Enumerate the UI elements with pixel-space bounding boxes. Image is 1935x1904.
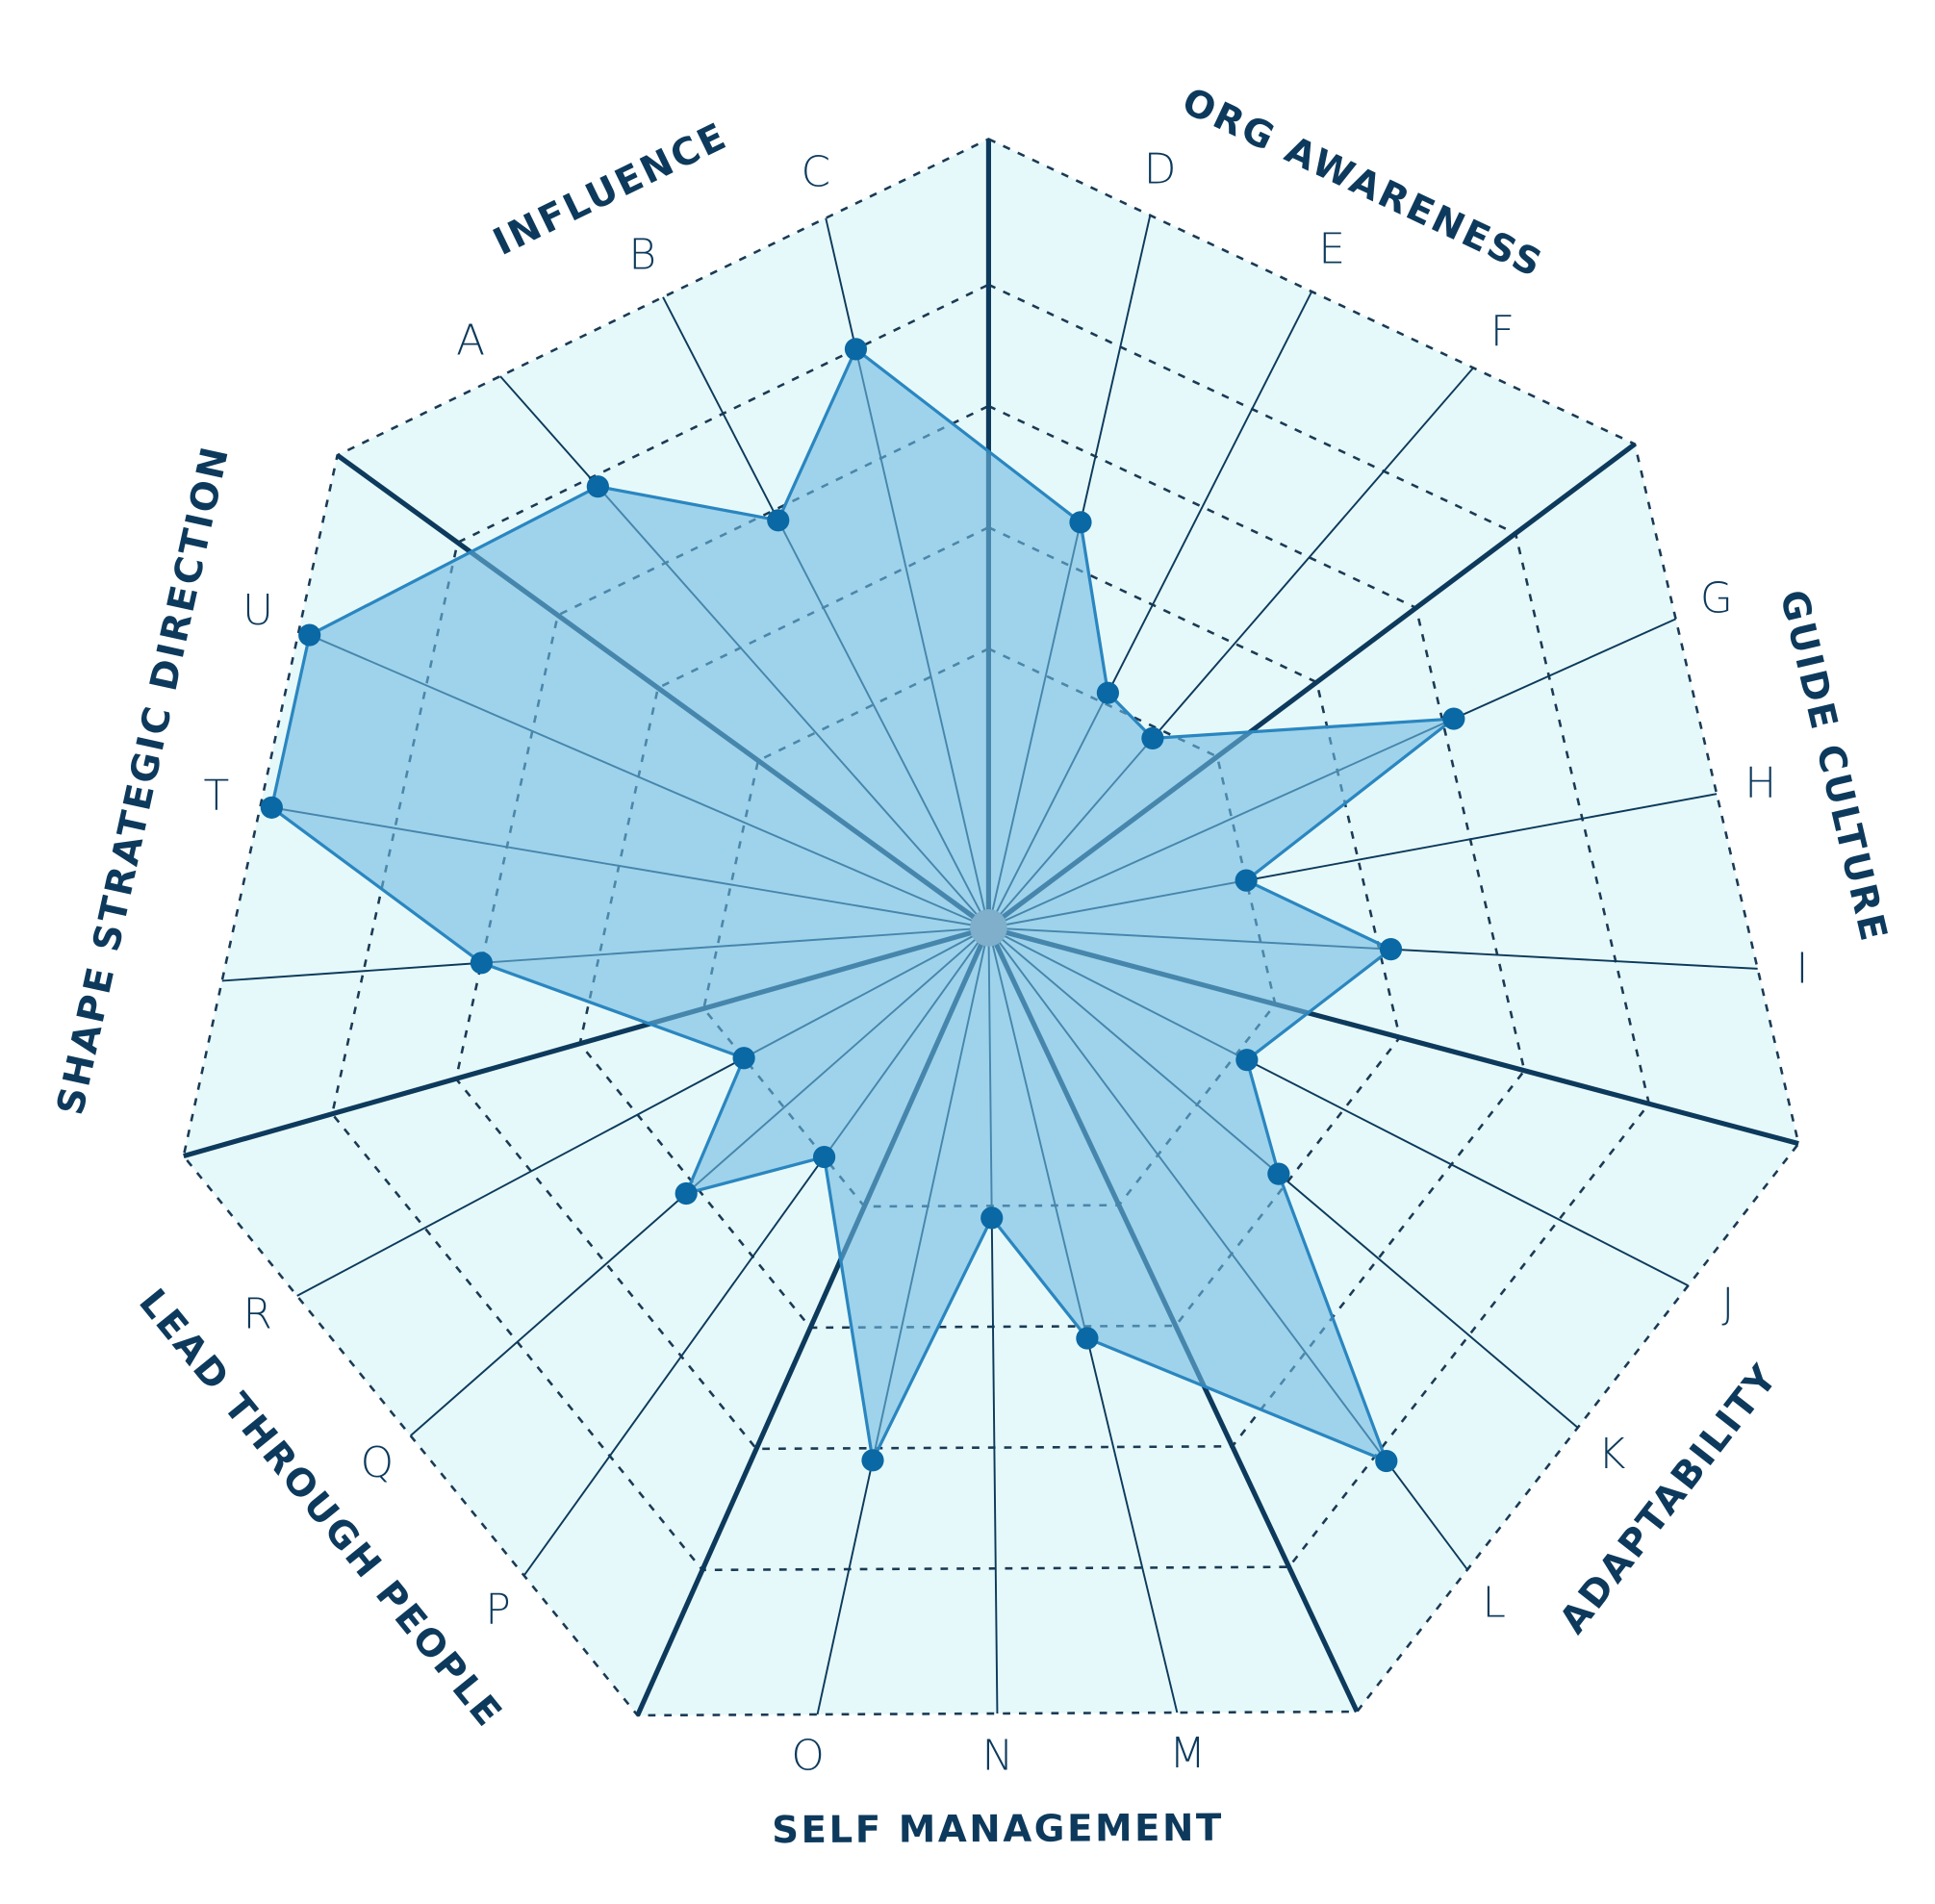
group-label: SELF MANAGEMENT <box>772 1807 1224 1852</box>
data-point <box>1267 1162 1290 1185</box>
data-point <box>1076 1327 1099 1350</box>
data-point <box>675 1181 698 1206</box>
data-point <box>1375 1449 1398 1473</box>
axis-label: T <box>204 772 230 821</box>
data-point <box>1235 1049 1259 1072</box>
axis-label: K <box>1598 1430 1626 1479</box>
data-point <box>260 796 283 819</box>
data-point <box>1096 681 1120 704</box>
axis-label: U <box>242 586 273 635</box>
axis-label: G <box>1700 573 1733 622</box>
axis-label: I <box>1796 944 1809 993</box>
data-point <box>586 475 609 498</box>
data-point <box>298 623 321 647</box>
hub <box>970 909 1007 947</box>
data-point <box>1379 938 1403 961</box>
data-point <box>980 1206 1004 1230</box>
axis-label: H <box>1744 759 1776 808</box>
data-point <box>470 952 493 975</box>
group-label: GUIDE CULTURE <box>1771 586 1896 947</box>
axis-label: J <box>1721 1279 1734 1328</box>
axis-label: N <box>982 1731 1014 1780</box>
data-point <box>732 1047 755 1070</box>
data-point <box>1069 511 1092 534</box>
data-point <box>812 1145 836 1169</box>
data-point <box>844 338 868 361</box>
axis-label: R <box>243 1290 272 1339</box>
axis-label: B <box>628 231 656 280</box>
data-point <box>767 509 790 532</box>
axis-label: A <box>456 316 485 365</box>
axis-label: C <box>802 147 831 196</box>
data-point <box>1141 726 1164 749</box>
data-point <box>861 1449 884 1472</box>
group-label: INFLUENCE <box>487 114 735 265</box>
data-point <box>1442 707 1465 730</box>
axis-label: L <box>1483 1579 1506 1628</box>
axis-label: D <box>1144 145 1177 194</box>
data-area <box>269 347 1456 1463</box>
axis-label: Q <box>361 1438 395 1487</box>
axis-label: E <box>1318 225 1345 274</box>
data-point <box>1235 869 1258 892</box>
axis-label: M <box>1169 1729 1206 1778</box>
axis-label: O <box>791 1731 825 1780</box>
axis-label: F <box>1490 307 1515 356</box>
axis-label: P <box>485 1585 510 1634</box>
